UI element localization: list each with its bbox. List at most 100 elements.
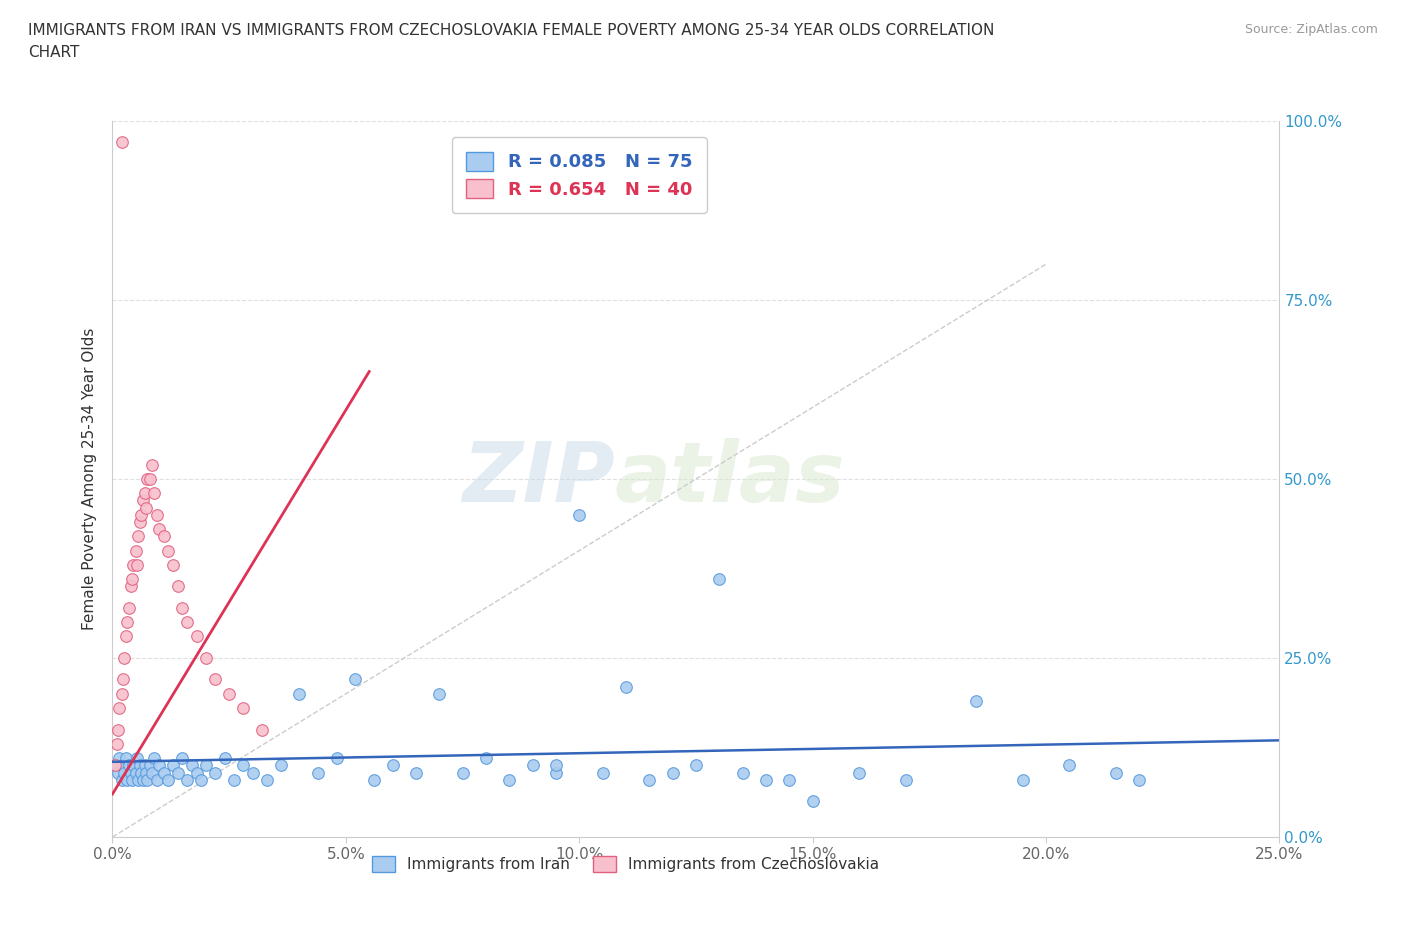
Point bbox=[475, 751, 498, 765]
Point bbox=[132, 772, 155, 787]
Point bbox=[118, 601, 141, 616]
Point bbox=[153, 529, 176, 544]
Point bbox=[122, 557, 145, 572]
Point bbox=[344, 672, 367, 687]
Point bbox=[180, 758, 202, 773]
Point bbox=[127, 529, 149, 544]
Point bbox=[544, 758, 567, 773]
Point bbox=[1105, 765, 1128, 780]
Point bbox=[105, 758, 128, 773]
Point bbox=[131, 765, 153, 780]
Point bbox=[146, 508, 169, 523]
Point bbox=[122, 758, 145, 773]
Point bbox=[135, 765, 157, 780]
Point bbox=[176, 772, 198, 787]
Point bbox=[288, 686, 311, 701]
Point bbox=[148, 758, 170, 773]
Y-axis label: Female Poverty Among 25-34 Year Olds: Female Poverty Among 25-34 Year Olds bbox=[82, 327, 97, 631]
Point bbox=[131, 508, 153, 523]
Point bbox=[111, 135, 134, 150]
Point bbox=[157, 772, 180, 787]
Point bbox=[125, 543, 148, 558]
Point bbox=[153, 765, 176, 780]
Point bbox=[157, 543, 180, 558]
Point bbox=[204, 765, 226, 780]
Point bbox=[1011, 772, 1033, 787]
Point bbox=[143, 751, 166, 765]
Point bbox=[204, 672, 226, 687]
Point bbox=[166, 765, 188, 780]
Point bbox=[166, 578, 188, 594]
Point bbox=[427, 686, 450, 701]
Point bbox=[125, 557, 148, 572]
Text: CHART: CHART bbox=[28, 45, 80, 60]
Point bbox=[190, 772, 212, 787]
Point bbox=[232, 700, 254, 715]
Point bbox=[162, 758, 184, 773]
Point bbox=[685, 758, 707, 773]
Point bbox=[120, 765, 142, 780]
Point bbox=[121, 772, 143, 787]
Point bbox=[222, 772, 245, 787]
Point bbox=[848, 765, 870, 780]
Point bbox=[112, 651, 135, 666]
Point bbox=[162, 557, 184, 572]
Point bbox=[894, 772, 917, 787]
Point bbox=[363, 772, 385, 787]
Point bbox=[592, 765, 614, 780]
Point bbox=[778, 772, 800, 787]
Text: IMMIGRANTS FROM IRAN VS IMMIGRANTS FROM CZECHOSLOVAKIA FEMALE POVERTY AMONG 25-3: IMMIGRANTS FROM IRAN VS IMMIGRANTS FROM … bbox=[28, 23, 994, 38]
Point bbox=[755, 772, 778, 787]
Point bbox=[965, 694, 987, 709]
Point bbox=[118, 758, 141, 773]
Point bbox=[107, 765, 129, 780]
Point bbox=[544, 765, 567, 780]
Point bbox=[136, 772, 159, 787]
Legend: Immigrants from Iran, Immigrants from Czechoslovakia: Immigrants from Iran, Immigrants from Cz… bbox=[364, 848, 887, 880]
Point bbox=[111, 672, 134, 687]
Point bbox=[104, 758, 127, 773]
Point bbox=[112, 765, 135, 780]
Point bbox=[1128, 772, 1150, 787]
Point bbox=[117, 772, 139, 787]
Point bbox=[186, 765, 208, 780]
Point bbox=[115, 629, 138, 644]
Point bbox=[451, 765, 474, 780]
Point bbox=[105, 737, 128, 751]
Point bbox=[186, 629, 208, 644]
Point bbox=[127, 772, 149, 787]
Point bbox=[134, 758, 156, 773]
Point bbox=[194, 651, 217, 666]
Point bbox=[125, 765, 148, 780]
Point bbox=[132, 493, 155, 508]
Text: Source: ZipAtlas.com: Source: ZipAtlas.com bbox=[1244, 23, 1378, 36]
Point bbox=[801, 794, 824, 809]
Point bbox=[614, 679, 637, 694]
Point bbox=[661, 765, 683, 780]
Text: ZIP: ZIP bbox=[461, 438, 614, 520]
Point bbox=[194, 758, 217, 773]
Point bbox=[135, 500, 157, 515]
Point bbox=[111, 772, 134, 787]
Point bbox=[172, 601, 194, 616]
Point bbox=[146, 772, 169, 787]
Point bbox=[139, 758, 162, 773]
Point bbox=[134, 485, 156, 500]
Point bbox=[498, 772, 520, 787]
Point bbox=[107, 722, 129, 737]
Point bbox=[522, 758, 544, 773]
Point bbox=[270, 758, 292, 773]
Point bbox=[307, 765, 329, 780]
Point bbox=[568, 508, 591, 523]
Point bbox=[108, 751, 131, 765]
Point bbox=[176, 615, 198, 630]
Point bbox=[709, 572, 731, 587]
Point bbox=[108, 700, 131, 715]
Point bbox=[115, 751, 138, 765]
Point bbox=[120, 578, 142, 594]
Point bbox=[125, 751, 148, 765]
Point bbox=[121, 572, 143, 587]
Point bbox=[381, 758, 404, 773]
Point bbox=[129, 514, 152, 529]
Point bbox=[242, 765, 264, 780]
